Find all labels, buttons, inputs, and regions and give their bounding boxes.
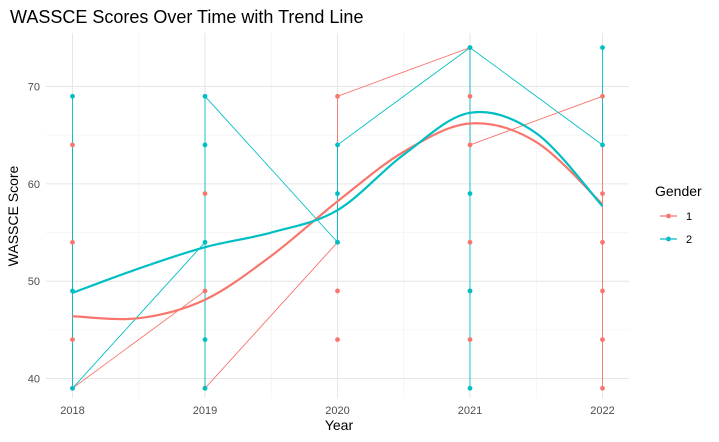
series-1-point bbox=[600, 385, 605, 391]
series-1-point bbox=[600, 191, 605, 197]
y-tick-label: 70 bbox=[28, 82, 40, 94]
series-1-point bbox=[202, 191, 208, 197]
x-axis-title: Year bbox=[325, 417, 354, 433]
series-2-point bbox=[202, 239, 208, 245]
series-1-point bbox=[70, 142, 75, 148]
chart-title: WASSCE Scores Over Time with Trend Line bbox=[10, 7, 363, 27]
series-2-point bbox=[70, 93, 75, 99]
series-1-point bbox=[600, 337, 605, 342]
y-tick-label: 50 bbox=[28, 276, 40, 288]
series-2-point bbox=[202, 93, 208, 99]
series-2-point bbox=[600, 142, 605, 148]
axis-ticks: 2018 2019 2020 2021 2022 40 50 60 70 bbox=[28, 82, 615, 417]
x-tick-label: 2019 bbox=[193, 405, 217, 417]
series-2-point bbox=[467, 45, 473, 50]
series-1-point bbox=[335, 93, 340, 99]
series-2-point bbox=[202, 385, 208, 391]
series-1-point bbox=[467, 337, 473, 342]
x-tick-label: 2020 bbox=[325, 405, 349, 417]
y-tick-label: 60 bbox=[28, 179, 40, 191]
series-1-point bbox=[70, 337, 75, 342]
series-1-point bbox=[202, 288, 208, 294]
series-2-point bbox=[467, 385, 473, 391]
series-1-point bbox=[600, 239, 605, 245]
series-2-point bbox=[202, 337, 208, 342]
legend-key-point bbox=[666, 236, 671, 242]
x-tick-label: 2022 bbox=[590, 405, 614, 417]
trend-lines bbox=[72, 110, 604, 321]
series-1-point bbox=[600, 93, 605, 99]
series-1-point bbox=[70, 239, 75, 245]
series-1-point bbox=[600, 288, 605, 294]
series-2-trend bbox=[72, 110, 604, 294]
series-1-trend bbox=[72, 122, 604, 321]
series-1-point bbox=[467, 93, 473, 99]
x-tick-label: 2018 bbox=[60, 405, 84, 417]
y-axis-title: WASSCE Score bbox=[5, 165, 21, 266]
series-1-point bbox=[335, 288, 340, 294]
series-2-point bbox=[335, 191, 340, 197]
y-tick-label: 40 bbox=[28, 374, 40, 386]
x-tick-label: 2021 bbox=[458, 405, 482, 417]
legend: Gender 1 2 bbox=[655, 183, 702, 246]
legend-label: 2 bbox=[686, 234, 692, 246]
series-2-point bbox=[467, 191, 473, 197]
legend-title: Gender bbox=[655, 183, 702, 199]
series-2-point bbox=[202, 142, 208, 148]
series-2-point bbox=[335, 142, 340, 148]
series-1-point bbox=[467, 239, 473, 245]
series-2-point bbox=[335, 239, 340, 245]
legend-key-point bbox=[666, 213, 671, 219]
series-1-point bbox=[335, 337, 340, 342]
series-1-point bbox=[467, 142, 473, 148]
series-2-point bbox=[600, 45, 605, 50]
series-2-point bbox=[70, 385, 75, 391]
series-2-point bbox=[467, 288, 473, 294]
legend-label: 1 bbox=[686, 211, 692, 223]
